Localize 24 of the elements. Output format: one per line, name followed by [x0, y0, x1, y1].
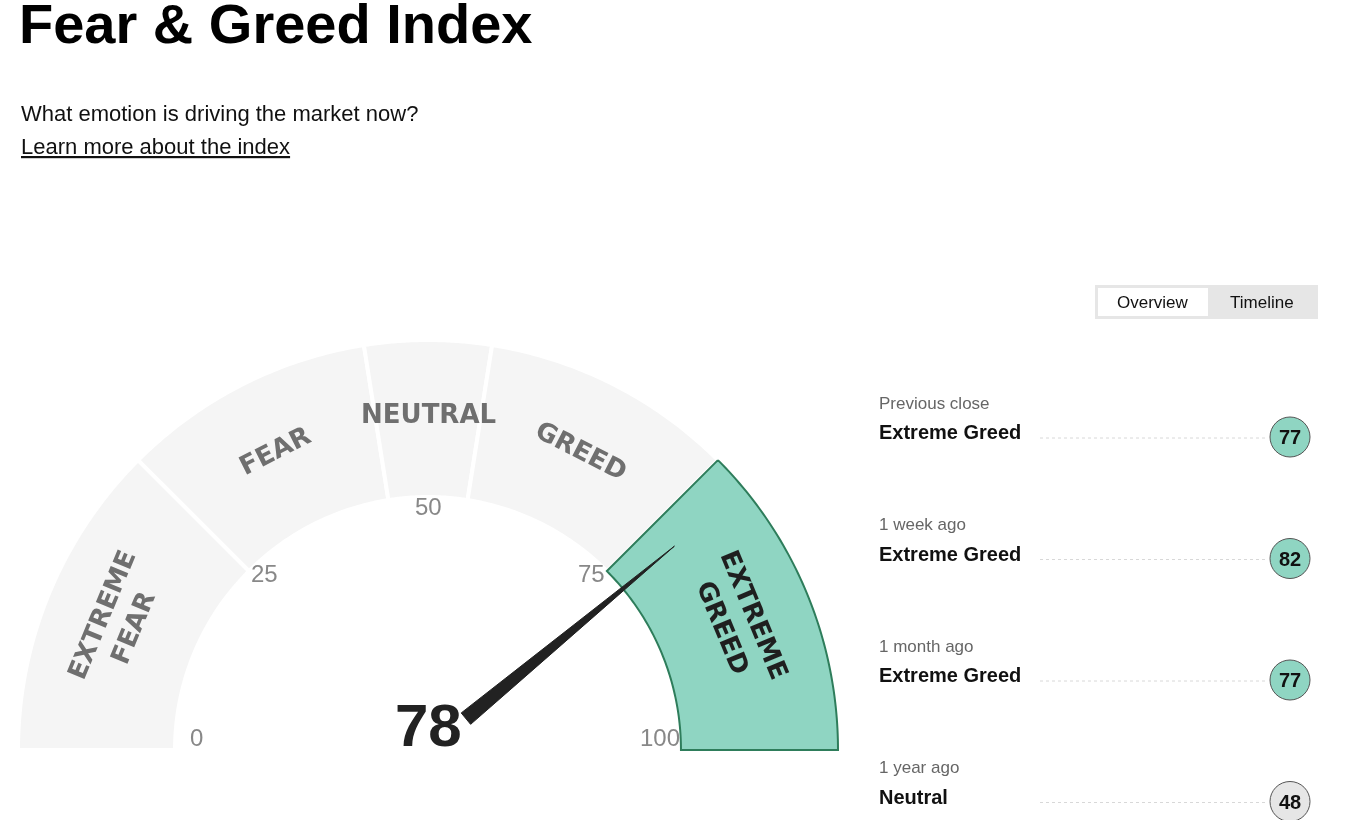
text: Overview	[1117, 293, 1189, 312]
text: 100	[640, 724, 681, 751]
text: 48	[1279, 791, 1302, 813]
text: 75	[578, 560, 605, 587]
chart-title: Fear & Greed Index	[19, 0, 533, 56]
text: Extreme Greed	[879, 421, 1022, 443]
text: Extreme Greed	[879, 664, 1022, 686]
text: Learn more about the index	[21, 134, 291, 159]
text: Extreme Greed	[879, 543, 1022, 565]
text: 77	[1279, 426, 1302, 448]
text: 1 month ago	[879, 637, 974, 656]
slice-label: NEUTRAL	[361, 399, 497, 429]
text: 25	[251, 560, 278, 587]
text: Previous close	[879, 394, 990, 413]
text: 1 week ago	[879, 515, 966, 534]
text: 78	[395, 692, 462, 759]
text: Timeline	[1230, 293, 1294, 312]
text: 0	[190, 724, 204, 751]
text: 77	[1279, 669, 1302, 691]
text: 50	[415, 493, 442, 520]
text: Neutral	[879, 786, 948, 808]
text: 82	[1279, 548, 1302, 570]
text: 1 year ago	[879, 758, 960, 777]
chart-subtitle: What emotion is driving the market now?	[21, 101, 419, 126]
